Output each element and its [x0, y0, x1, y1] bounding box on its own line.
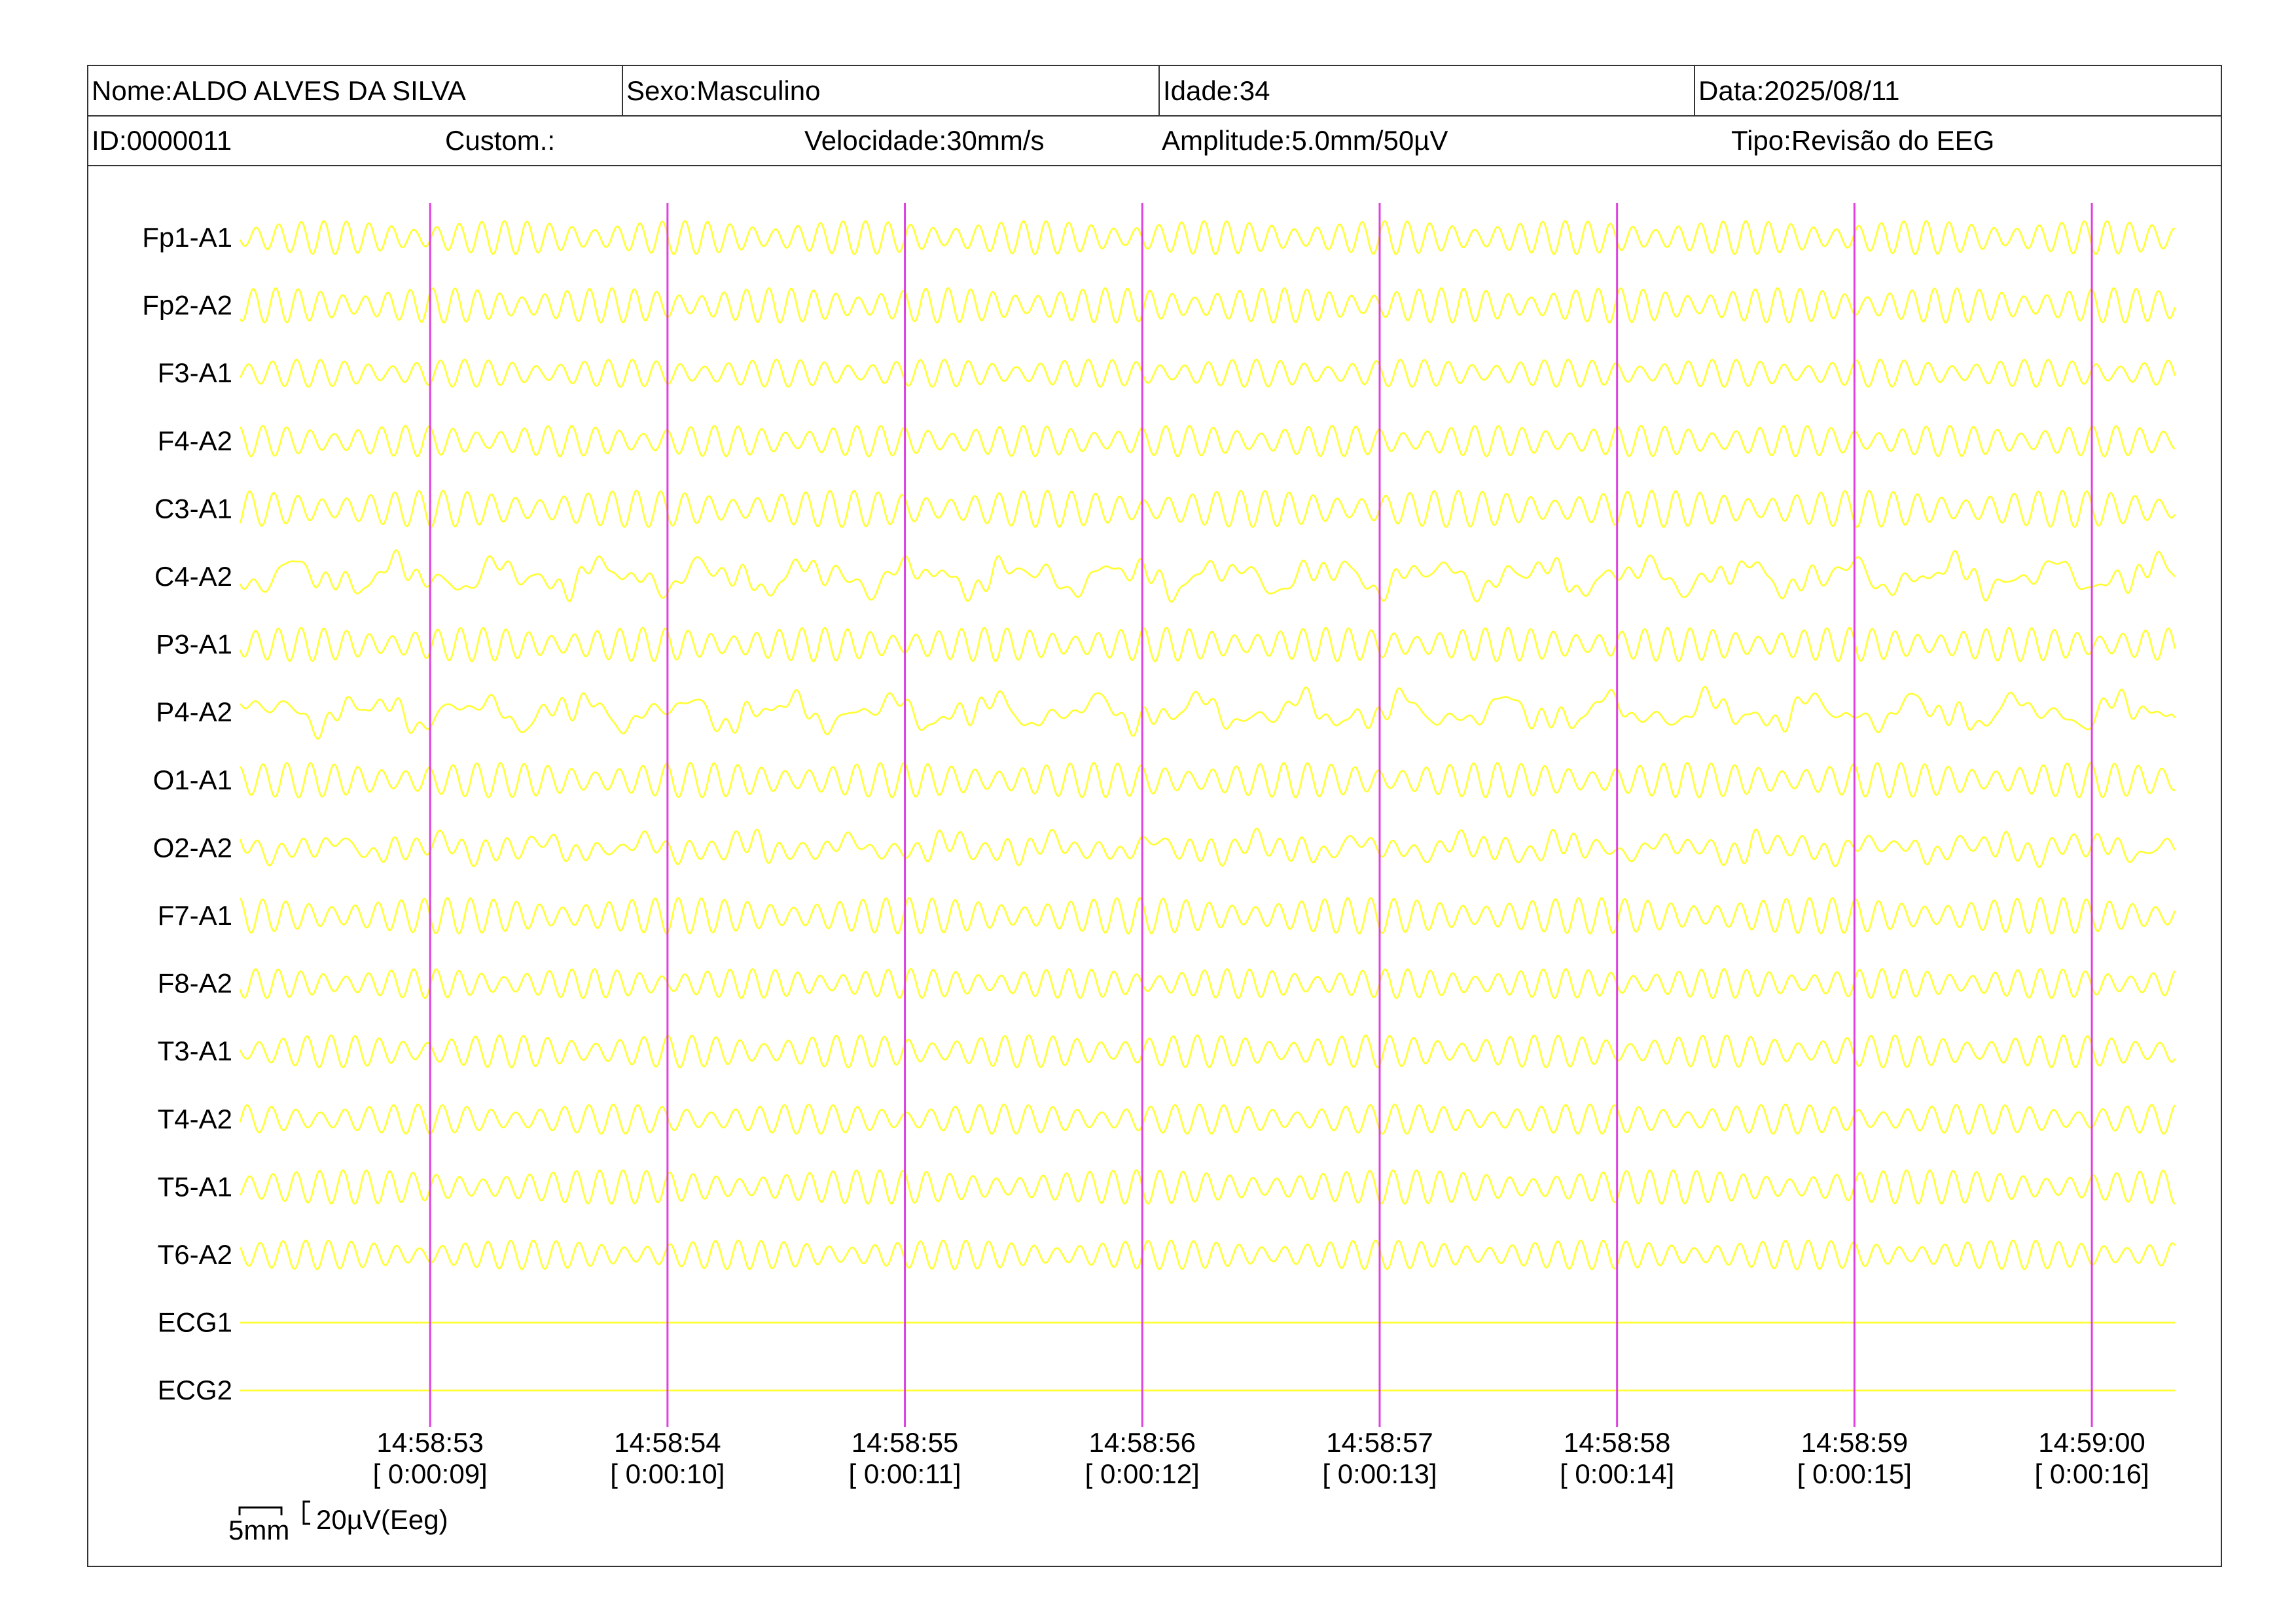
channel-label-c4-a2: C4-A2 [154, 561, 232, 592]
amplitude-scale-bracket [302, 1500, 310, 1525]
channel-label-p4-a2: P4-A2 [156, 696, 232, 727]
trace-t5-a1 [239, 1169, 2176, 1205]
channel-label-ecg1: ECG1 [158, 1307, 232, 1338]
channel-label-ecg2: ECG2 [158, 1375, 232, 1405]
channel-label-t6-a2: T6-A2 [158, 1239, 232, 1270]
patient-age: Idade:34 [1158, 66, 1694, 115]
paper-speed: Velocidade:30mm/s [804, 125, 1045, 156]
time-axis-labels: 14:58:53[ 0:00:09] 14:58:54[ 0:00:10] 14:5… [373, 1427, 2149, 1489]
elapsed-time-label: [ 0:00:10] [610, 1458, 725, 1489]
channel-label-t4-a2: T4-A2 [158, 1104, 232, 1134]
elapsed-time-label: [ 0:00:16] [2034, 1458, 2149, 1489]
amplitude-setting: Amplitude:5.0mm/50µV [1162, 125, 1448, 156]
elapsed-time-label: [ 0:00:15] [1797, 1458, 1912, 1489]
channel-label-t3-a1: T3-A1 [158, 1036, 232, 1066]
header-row-recording: ID:0000011 Custom.: Velocidade:30mm/s Am… [88, 117, 2221, 166]
eeg-traces [239, 220, 2176, 1392]
report-frame: Nome:ALDO ALVES DA SILVA Sexo:Masculino … [87, 65, 2222, 1567]
trace-p4-a2 [240, 685, 2176, 740]
second-markers [429, 203, 2093, 1427]
elapsed-time-label: [ 0:00:09] [373, 1458, 488, 1489]
clock-time-label: 14:58:54 [614, 1427, 721, 1458]
channel-label-fp2-a2: Fp2-A2 [142, 290, 232, 321]
clock-time-label: 14:59:00 [2038, 1427, 2145, 1458]
channel-label-t5-a1: T5-A1 [158, 1171, 232, 1202]
time-scale-label: 5mm [228, 1515, 289, 1545]
channel-label-f3-a1: F3-A1 [158, 357, 232, 388]
clock-time-label: 14:58:59 [1801, 1427, 1909, 1458]
channel-label-fp1-a1: Fp1-A1 [142, 222, 232, 253]
custom-field: Custom.: [445, 125, 556, 156]
elapsed-time-label: [ 0:00:13] [1322, 1458, 1437, 1489]
channel-label-c3-a1: C3-A1 [154, 493, 232, 524]
trace-f8-a2 [239, 968, 2176, 1000]
patient-sex: Sexo:Masculino [622, 66, 1158, 115]
elapsed-time-label: [ 0:00:14] [1560, 1458, 1674, 1489]
header-row-patient: Nome:ALDO ALVES DA SILVA Sexo:Masculino … [88, 66, 2221, 117]
calibration-scale: 5mm 20µV(Eeg) [228, 1500, 448, 1545]
trace-fp1-a1 [239, 220, 2176, 255]
trace-t3-a1 [239, 1034, 2176, 1069]
time-scale-bracket [238, 1506, 283, 1515]
channel-label-f7-a1: F7-A1 [158, 900, 232, 931]
trace-f3-a1 [239, 359, 2176, 388]
elapsed-time-label: [ 0:00:12] [1085, 1458, 1200, 1489]
trace-o2-a2 [239, 827, 2176, 868]
channel-labels: Fp1-A1 Fp2-A2 F3-A1 F4-A2 C3-A1 C4-A2 P3-A1 P4-… [142, 222, 232, 1405]
trace-p3-a1 [239, 626, 2176, 662]
patient-name: Nome:ALDO ALVES DA SILVA [92, 75, 466, 106]
trace-c4-a2 [239, 549, 2176, 603]
channel-label-o2-a2: O2-A2 [153, 832, 232, 863]
trace-f4-a2 [239, 425, 2176, 458]
channel-label-o1-a1: O1-A1 [153, 765, 232, 795]
clock-time-label: 14:58:53 [376, 1427, 484, 1458]
channel-label-f8-a2: F8-A2 [158, 968, 232, 999]
trace-t6-a2 [239, 1239, 2176, 1271]
elapsed-time-label: [ 0:00:11] [849, 1458, 961, 1489]
clock-time-label: 14:58:58 [1564, 1427, 1671, 1458]
trace-c3-a1 [239, 490, 2176, 528]
trace-t4-a2 [239, 1104, 2176, 1135]
clock-time-label: 14:58:55 [852, 1427, 959, 1458]
trace-f7-a1 [240, 897, 2176, 935]
clock-time-label: 14:58:57 [1326, 1427, 1433, 1458]
clock-time-label: 14:58:56 [1089, 1427, 1196, 1458]
channel-label-p3-a1: P3-A1 [156, 629, 232, 660]
record-date: Data:2025/08/11 [1694, 66, 2221, 115]
review-type: Tipo:Revisão do EEG [1731, 125, 1995, 156]
amplitude-scale-label: 20µV(Eeg) [316, 1504, 448, 1535]
trace-fp2-a2 [239, 287, 2176, 324]
trace-o1-a1 [240, 762, 2176, 799]
patient-id: ID:0000011 [92, 125, 232, 156]
channel-label-f4-a2: F4-A2 [158, 425, 232, 456]
